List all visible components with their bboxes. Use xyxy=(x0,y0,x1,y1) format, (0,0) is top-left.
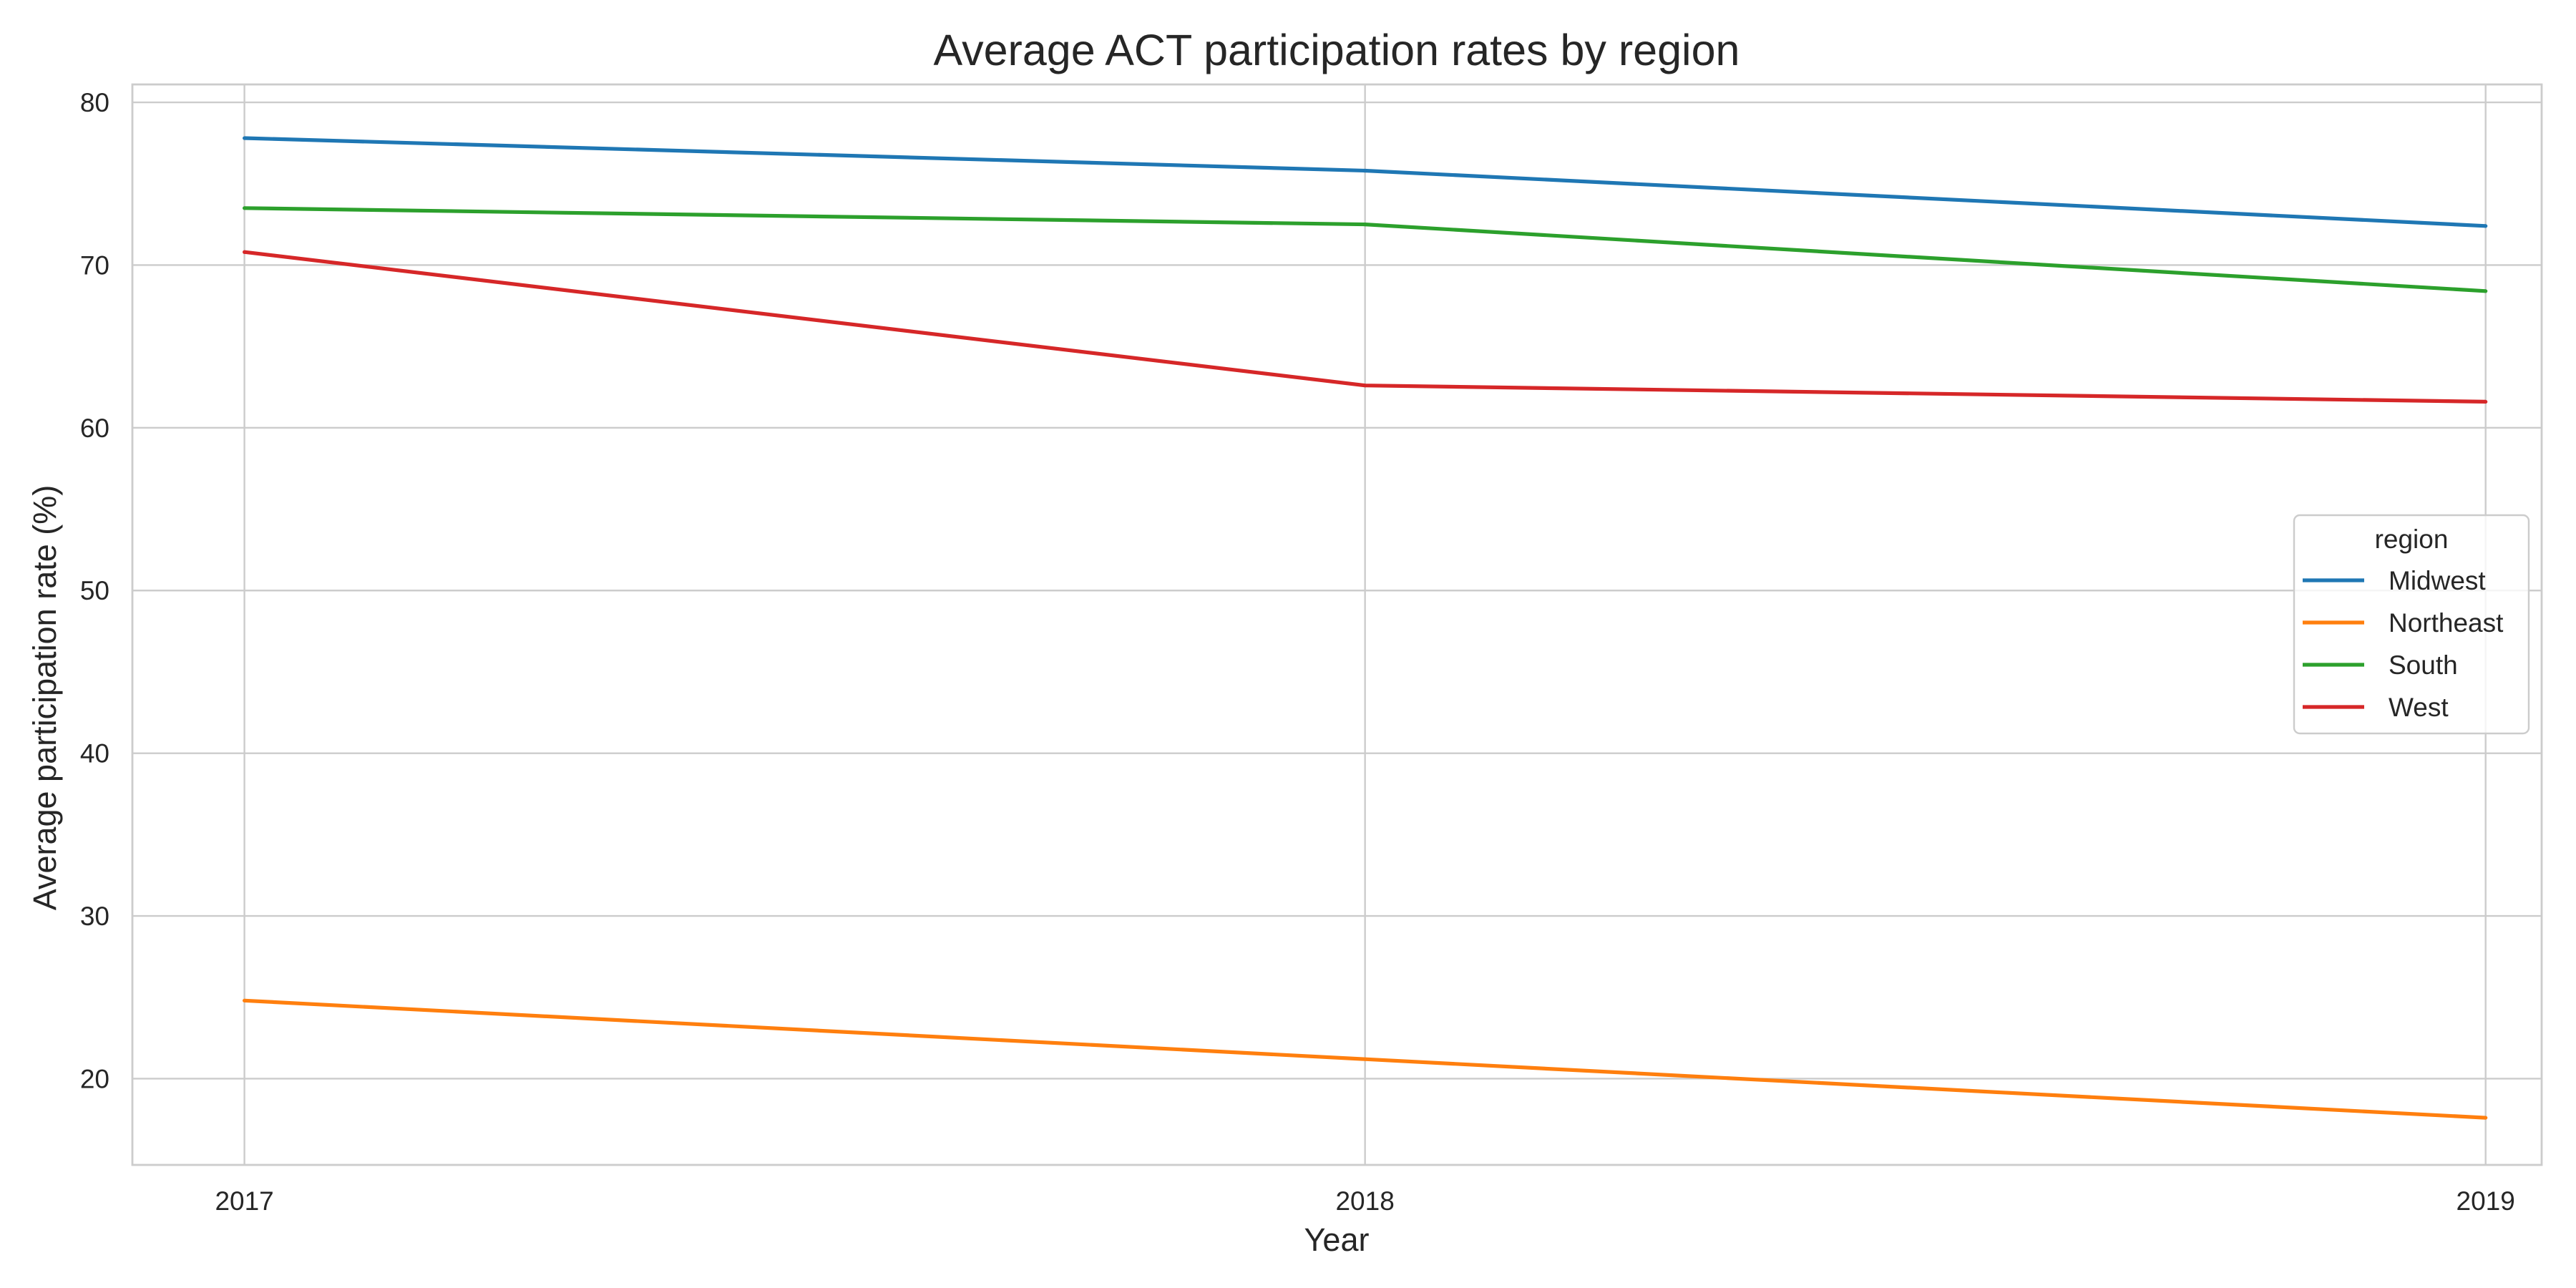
data-point-northeast xyxy=(1363,1057,1367,1061)
x-tick-label: 2018 xyxy=(1335,1186,1394,1216)
series-south xyxy=(243,206,2488,293)
y-tick-label: 30 xyxy=(80,902,109,931)
data-point-midwest xyxy=(243,136,247,140)
data-point-south xyxy=(243,206,247,210)
legend-item-south: South xyxy=(2303,650,2458,680)
data-point-midwest xyxy=(2484,224,2488,228)
data-point-south xyxy=(1363,222,1367,227)
legend-item-midwest: Midwest xyxy=(2303,566,2486,595)
y-tick-label: 80 xyxy=(80,88,109,117)
legend-title: region xyxy=(2375,525,2449,554)
legend-item-west: West xyxy=(2303,693,2449,722)
legend-label: Northeast xyxy=(2389,608,2504,638)
series-northeast xyxy=(243,998,2488,1120)
legend: region Midwest Northeast South West xyxy=(2293,514,2530,735)
y-axis-label: Average participation rate (%) xyxy=(26,485,63,910)
series-layer xyxy=(243,136,2488,1120)
legend-label: West xyxy=(2389,693,2449,722)
x-tick-label: 2017 xyxy=(215,1186,273,1216)
legend-item-northeast: Northeast xyxy=(2303,608,2504,638)
data-point-northeast xyxy=(243,998,247,1002)
y-axis-ticks: 20 30 40 50 60 70 80 xyxy=(80,88,109,1093)
x-axis-ticks: 2017 2018 2019 xyxy=(215,1186,2514,1216)
data-point-northeast xyxy=(2484,1116,2488,1120)
x-tick-label: 2019 xyxy=(2457,1186,2515,1216)
series-midwest xyxy=(243,136,2488,228)
data-point-south xyxy=(2484,289,2488,293)
data-point-west xyxy=(243,250,247,254)
y-tick-label: 50 xyxy=(80,576,109,605)
y-tick-label: 20 xyxy=(80,1064,109,1093)
y-tick-label: 70 xyxy=(80,250,109,280)
legend-items: Midwest Northeast South West xyxy=(2303,566,2504,722)
legend-label: Midwest xyxy=(2389,566,2486,595)
y-tick-label: 60 xyxy=(80,414,109,443)
x-axis-label: Year xyxy=(1304,1221,1370,1258)
data-point-midwest xyxy=(1363,168,1367,173)
chart-title: Average ACT participation rates by regio… xyxy=(934,26,1740,74)
legend-box xyxy=(2293,514,2530,735)
grid xyxy=(132,84,2542,1165)
legend-label: South xyxy=(2389,650,2458,680)
data-point-west xyxy=(1363,384,1367,388)
plot-frame xyxy=(131,83,2543,1166)
data-point-west xyxy=(2484,399,2488,404)
y-tick-label: 40 xyxy=(80,739,109,769)
series-west xyxy=(243,250,2488,404)
